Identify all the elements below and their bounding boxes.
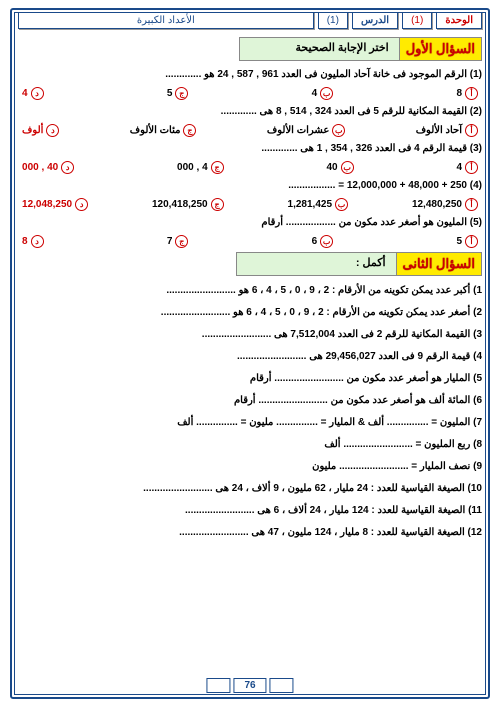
section-2-label: السؤال الثانى bbox=[396, 252, 482, 276]
fill-5: 5) المليار هو أصغر عدد مكون من .........… bbox=[18, 371, 482, 386]
fill-10: 10) الصيغة القياسية للعدد : 24 مليار ، 6… bbox=[18, 481, 482, 496]
opt-a-icon: أ bbox=[465, 235, 478, 248]
opt-a-icon: أ bbox=[465, 124, 478, 137]
q3-opt-c: 4 , 000 bbox=[177, 162, 208, 173]
q2-opt-b: عشرات الألوف bbox=[267, 125, 329, 136]
fill-9: 9) نصف المليار = .......................… bbox=[18, 459, 482, 474]
q4-text: (4) 250 + 48,000 + 12,000,000 = ........… bbox=[18, 178, 482, 194]
lesson-value: (1) bbox=[318, 12, 348, 29]
q4-opt-b: 1,281,425 bbox=[288, 199, 333, 210]
q2-opt-d: ألوف bbox=[22, 125, 43, 136]
q4-options: أ12,480,250 ب1,281,425 ج120,418,250 د12,… bbox=[18, 198, 482, 211]
page-number: 76 bbox=[233, 678, 266, 693]
q5-text: (5) المليون هو أصغر عدد مكون من ........… bbox=[18, 215, 482, 231]
q3-opt-d: 40 , 000 bbox=[22, 162, 58, 173]
opt-c-icon: ج bbox=[211, 198, 224, 211]
fill-6: 6) المائة ألف هو أصغر عدد مكون من ......… bbox=[18, 393, 482, 408]
opt-d-icon: د bbox=[31, 235, 44, 248]
opt-d-icon: د bbox=[75, 198, 88, 211]
section-2-header: السؤال الثانى أكمل : bbox=[18, 252, 482, 276]
opt-b-icon: ب bbox=[320, 87, 333, 100]
q2-options: أآحاد الألوف بعشرات الألوف جمئات الألوف … bbox=[18, 124, 482, 137]
q5-opt-c: 7 bbox=[167, 236, 173, 247]
q2-opt-a: آحاد الألوف bbox=[416, 125, 462, 136]
lesson-label: الدرس bbox=[352, 12, 398, 29]
fill-12: 12) الصيغة القياسية للعدد : 8 مليار ، 12… bbox=[18, 525, 482, 540]
opt-c-icon: ج bbox=[183, 124, 196, 137]
q3-opt-a: 4 bbox=[456, 162, 462, 173]
q1-options: أ8 ب4 ج5 د4 bbox=[18, 87, 482, 100]
fill-3: 3) القيمة المكانية للرقم 2 فى العدد 7,51… bbox=[18, 327, 482, 342]
fill-4: 4) قيمة الرقم 9 فى العدد 29,456,027 هى .… bbox=[18, 349, 482, 364]
q1-opt-b: 4 bbox=[312, 88, 318, 99]
opt-d-icon: د bbox=[46, 124, 59, 137]
page-footer: 76 bbox=[206, 678, 293, 693]
unit-value: (1) bbox=[402, 12, 432, 29]
section-1-header: السؤال الأول اختر الإجابة الصحيحة bbox=[18, 37, 482, 61]
section-2-title: أكمل : bbox=[236, 252, 396, 276]
fill-7: 7) المليون = ............... ألف & الملي… bbox=[18, 415, 482, 430]
q5-opt-d: 8 bbox=[22, 236, 28, 247]
opt-b-icon: ب bbox=[335, 198, 348, 211]
opt-a-icon: أ bbox=[465, 87, 478, 100]
q5-options: أ5 ب6 ج7 د8 bbox=[18, 235, 482, 248]
q5-opt-a: 5 bbox=[456, 236, 462, 247]
q1-opt-d: 4 bbox=[22, 88, 28, 99]
section-1-title: اختر الإجابة الصحيحة bbox=[239, 37, 399, 61]
q3-opt-b: 40 bbox=[326, 162, 337, 173]
opt-d-icon: د bbox=[61, 161, 74, 174]
topic-title: الأعداد الكبيرة bbox=[18, 12, 314, 29]
q1-opt-c: 5 bbox=[167, 88, 173, 99]
q2-text: (2) القيمة المكانية للرقم 5 فى العدد 324… bbox=[18, 104, 482, 120]
q4-opt-c: 120,418,250 bbox=[152, 199, 208, 210]
opt-c-icon: ج bbox=[175, 87, 188, 100]
opt-a-icon: أ bbox=[465, 161, 478, 174]
q4-opt-a: 12,480,250 bbox=[412, 199, 462, 210]
q5-opt-b: 6 bbox=[312, 236, 318, 247]
q3-text: (3) قيمة الرقم 4 فى العدد 326 , 354 , 1 … bbox=[18, 141, 482, 157]
opt-d-icon: د bbox=[31, 87, 44, 100]
unit-label: الوحدة bbox=[436, 12, 482, 29]
q4-opt-d: 12,048,250 bbox=[22, 199, 72, 210]
opt-b-icon: ب bbox=[341, 161, 354, 174]
q3-options: أ4 ب 40 ج4 , 000 د40 , 000 bbox=[18, 161, 482, 174]
fill-2: 2) أصغر عدد يمكن تكوينه من الأرقام : 2 ،… bbox=[18, 305, 482, 320]
opt-b-icon: ب bbox=[320, 235, 333, 248]
fill-1: 1) أكبر عدد يمكن تكوينه من الأرقام : 2 ،… bbox=[18, 283, 482, 298]
q1-text: (1) الرقم الموجود فى خانة آحاد المليون ف… bbox=[18, 67, 482, 83]
section-1-label: السؤال الأول bbox=[399, 37, 482, 61]
header-bar: الوحدة (1) الدرس (1) الأعداد الكبيرة bbox=[18, 12, 482, 29]
q1-opt-a: 8 bbox=[456, 88, 462, 99]
fill-11: 11) الصيغة القياسية للعدد : 124 مليار ، … bbox=[18, 503, 482, 518]
opt-b-icon: ب bbox=[332, 124, 345, 137]
opt-a-icon: أ bbox=[465, 198, 478, 211]
opt-c-icon: ج bbox=[175, 235, 188, 248]
fill-8: 8) ربع المليون = .......................… bbox=[18, 437, 482, 452]
q2-opt-c: مئات الألوف bbox=[130, 125, 181, 136]
opt-c-icon: ج bbox=[211, 161, 224, 174]
